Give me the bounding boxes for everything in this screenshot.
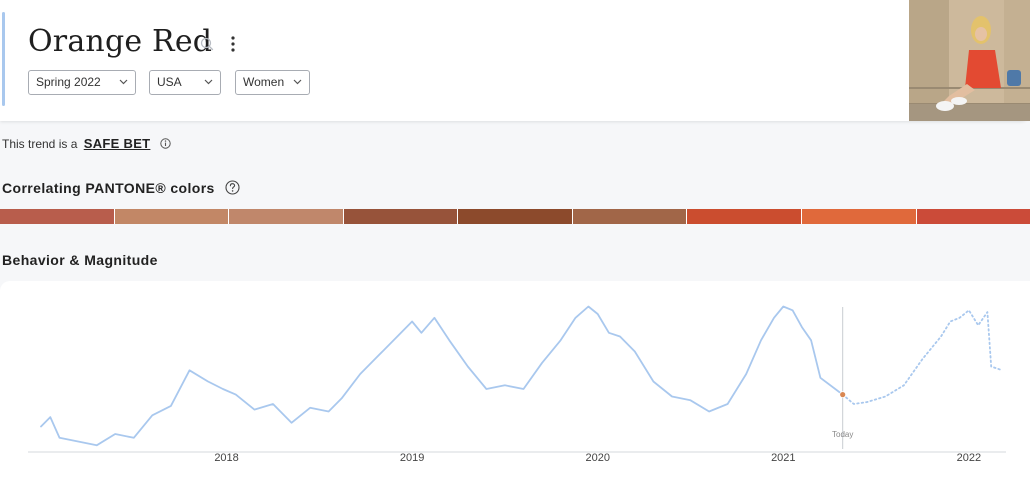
- search-icon[interactable]: [200, 37, 214, 51]
- trend-status-prefix: This trend is a: [2, 137, 78, 151]
- accent-bar: [2, 12, 5, 106]
- history-line: [40, 305, 844, 447]
- pantone-title-text: Correlating PANTONE® colors: [2, 180, 215, 196]
- more-options-icon[interactable]: [228, 34, 238, 54]
- pantone-swatch-6[interactable]: [572, 209, 687, 224]
- pantone-swatch-1[interactable]: [0, 209, 114, 224]
- behavior-chart: Today 2018 2019 2020 2021 2022: [0, 281, 1030, 486]
- today-point[interactable]: [839, 391, 847, 399]
- trend-status: This trend is a SAFE BET: [2, 136, 171, 151]
- pantone-swatch-7[interactable]: [687, 209, 801, 224]
- gender-dropdown[interactable]: Women: [235, 70, 310, 95]
- pantone-swatch-strip: [0, 209, 1030, 224]
- pantone-swatch-2[interactable]: [114, 209, 229, 224]
- today-label: Today: [832, 430, 853, 439]
- x-tick-label: 2019: [400, 452, 424, 464]
- pantone-swatch-9[interactable]: [916, 209, 1030, 224]
- forecast-line: [841, 309, 1004, 405]
- pantone-swatch-8[interactable]: [801, 209, 916, 224]
- behavior-chart-svg: Today 2018 2019 2020 2021 2022: [28, 305, 1006, 464]
- season-dropdown-value: Spring 2022: [36, 75, 101, 89]
- pantone-swatch-3[interactable]: [229, 209, 343, 224]
- x-tick-label: 2022: [957, 452, 981, 464]
- season-dropdown[interactable]: Spring 2022: [28, 70, 136, 95]
- trend-status-value[interactable]: SAFE BET: [83, 136, 151, 151]
- trend-header-card: Orange Red Spring 2022 USA Women: [0, 0, 1030, 121]
- region-dropdown[interactable]: USA: [149, 70, 221, 95]
- x-tick-label: 2021: [771, 452, 795, 464]
- help-icon[interactable]: [225, 180, 240, 195]
- x-tick-label: 2018: [214, 452, 238, 464]
- info-icon[interactable]: [160, 138, 171, 149]
- pantone-swatch-4[interactable]: [343, 209, 458, 224]
- page-title: Orange Red: [28, 24, 213, 59]
- pantone-section-title: Correlating PANTONE® colors: [2, 180, 240, 196]
- gender-dropdown-value: Women: [243, 75, 285, 89]
- behavior-section-title: Behavior & Magnitude: [2, 252, 158, 268]
- pantone-swatch-5[interactable]: [458, 209, 572, 224]
- chevron-down-icon: [119, 79, 128, 85]
- chevron-down-icon: [293, 79, 302, 85]
- region-dropdown-value: USA: [157, 75, 182, 89]
- trend-photo: [909, 0, 1030, 121]
- x-tick-label: 2020: [585, 452, 609, 464]
- chevron-down-icon: [204, 79, 213, 85]
